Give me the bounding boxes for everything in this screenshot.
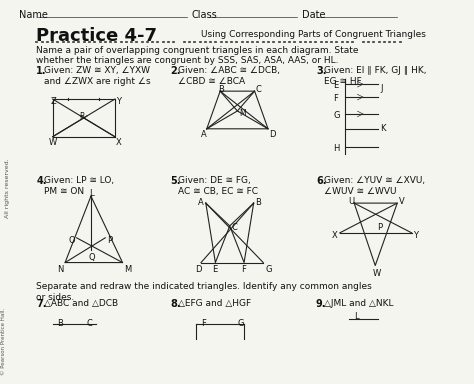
Text: D: D	[195, 265, 202, 273]
Text: W: W	[373, 270, 381, 278]
Text: All rights reserved.: All rights reserved.	[5, 159, 10, 218]
Text: F: F	[241, 265, 246, 273]
Text: Given: ∠ABC ≅ ∠DCB,
∠CBD ≅ ∠BCA: Given: ∠ABC ≅ ∠DCB, ∠CBD ≅ ∠BCA	[178, 66, 280, 86]
Text: H: H	[333, 144, 339, 153]
Text: B: B	[255, 198, 262, 207]
Text: Given: LP ≅ LO,
PM ≅ ON: Given: LP ≅ LO, PM ≅ ON	[44, 176, 114, 196]
Text: M: M	[239, 109, 246, 118]
Text: Y: Y	[116, 97, 121, 106]
Text: A: A	[198, 198, 204, 207]
Text: 7.: 7.	[36, 299, 47, 309]
Text: B: B	[57, 319, 64, 328]
Text: F: F	[201, 319, 206, 328]
Text: J: J	[380, 84, 383, 93]
Text: © Pearson Prentice Hall.: © Pearson Prentice Hall.	[1, 308, 6, 376]
Text: 5.: 5.	[170, 176, 181, 186]
Text: G: G	[265, 265, 272, 273]
Text: E: E	[333, 81, 338, 90]
Text: A: A	[201, 130, 207, 139]
Text: C: C	[86, 319, 92, 328]
Text: M: M	[125, 265, 132, 273]
Text: Given: EI ∥ FK, GJ ∥ HK,
EG ≅ HF: Given: EI ∥ FK, GJ ∥ HK, EG ≅ HF	[324, 66, 426, 86]
Text: Date: Date	[301, 10, 325, 20]
Text: △EFG and △HGF: △EFG and △HGF	[178, 299, 251, 308]
Text: G: G	[237, 319, 244, 328]
Text: X: X	[332, 231, 338, 240]
Text: Y: Y	[413, 231, 419, 240]
Text: E: E	[212, 265, 218, 273]
Text: Using Corresponding Parts of Congruent Triangles: Using Corresponding Parts of Congruent T…	[201, 30, 426, 39]
Text: O: O	[69, 236, 75, 245]
Text: △ABC and △DCB: △ABC and △DCB	[44, 299, 118, 308]
Text: Separate and redraw the indicated triangles. Identify any common angles
or sides: Separate and redraw the indicated triang…	[36, 282, 372, 302]
Text: 9.: 9.	[316, 299, 327, 309]
Text: 6.: 6.	[316, 176, 327, 186]
Text: D: D	[269, 130, 275, 139]
Text: 3.: 3.	[316, 66, 327, 76]
Text: 8.: 8.	[170, 299, 181, 309]
Text: L: L	[89, 189, 94, 198]
Text: R: R	[79, 112, 84, 121]
Text: Q: Q	[88, 253, 95, 262]
Text: △JML and △NKL: △JML and △NKL	[324, 299, 393, 308]
Text: Name a pair of overlapping congruent triangles in each diagram. State
whether th: Name a pair of overlapping congruent tri…	[36, 46, 359, 65]
Text: Name: Name	[19, 10, 48, 20]
Text: 4.: 4.	[36, 176, 47, 186]
Text: V: V	[399, 197, 405, 206]
Text: B: B	[218, 85, 224, 94]
Text: X: X	[116, 138, 121, 147]
Text: 1.: 1.	[36, 66, 47, 76]
Text: U: U	[348, 197, 355, 206]
Text: F: F	[333, 94, 338, 103]
Text: N: N	[57, 265, 64, 273]
Text: L: L	[354, 312, 359, 321]
Text: C: C	[232, 223, 237, 232]
Text: P: P	[107, 236, 112, 245]
Text: Practice 4-7: Practice 4-7	[36, 27, 157, 45]
Text: Given: DE ≅ FG,
AC ≅ CB, EC ≅ FC: Given: DE ≅ FG, AC ≅ CB, EC ≅ FC	[178, 176, 258, 196]
Text: C: C	[255, 85, 262, 94]
Text: Given: ZW ≅ XY, ∠YXW
and ∠ZWX are right ∠s: Given: ZW ≅ XY, ∠YXW and ∠ZWX are right …	[44, 66, 151, 86]
Text: Given: ∠YUV ≅ ∠XVU,
∠WUV ≅ ∠WVU: Given: ∠YUV ≅ ∠XVU, ∠WUV ≅ ∠WVU	[324, 176, 425, 196]
Text: K: K	[380, 124, 385, 133]
Text: P: P	[377, 223, 382, 232]
Text: Z: Z	[51, 97, 56, 106]
Text: Class: Class	[191, 10, 217, 20]
Text: G: G	[333, 111, 339, 120]
Text: W: W	[49, 138, 57, 147]
Text: 2.: 2.	[170, 66, 181, 76]
